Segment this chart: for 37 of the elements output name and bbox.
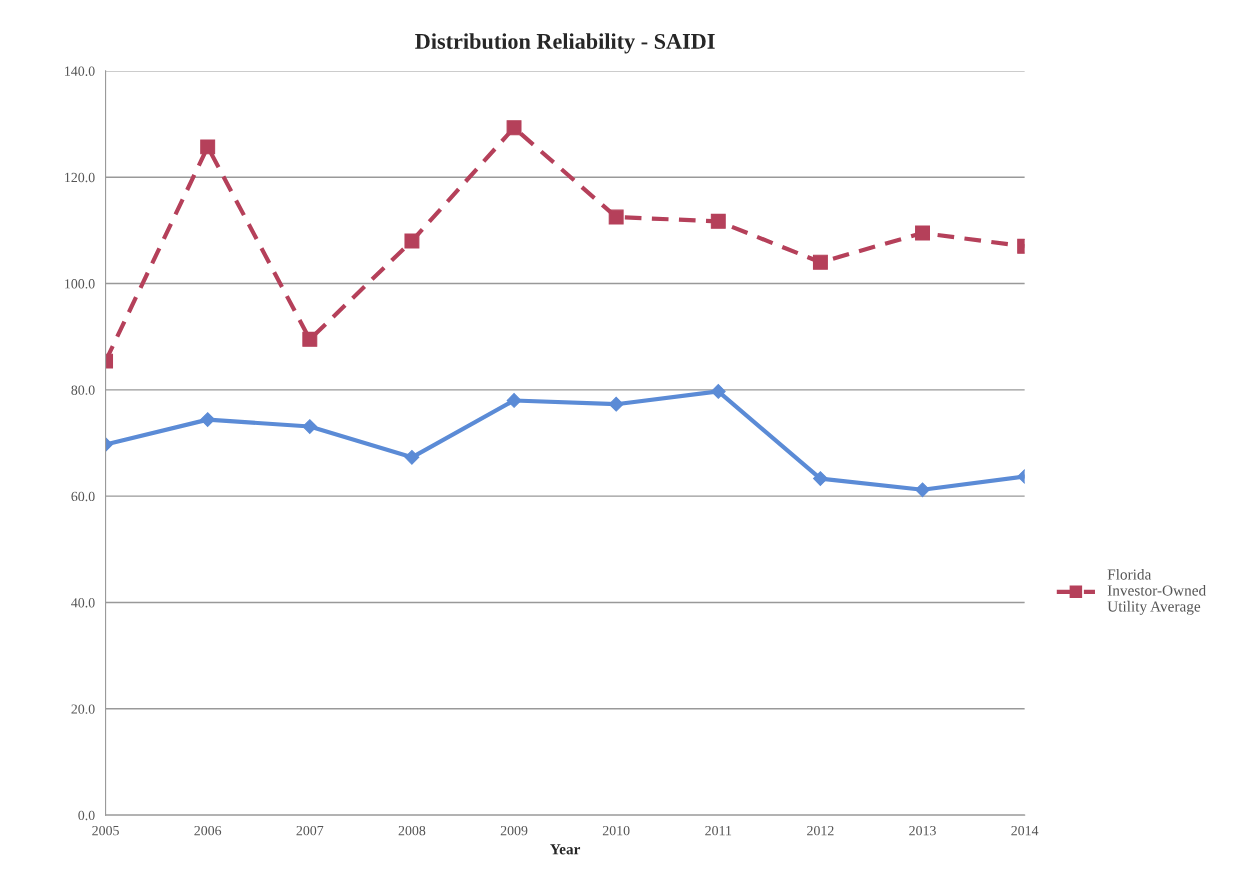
point [915, 482, 930, 498]
x-tick-label: 2005 [92, 825, 119, 836]
y-tick-label: 80.0 [71, 385, 95, 395]
x-tick-label: 2014 [1011, 825, 1039, 836]
y-tick-label: 0.0 [78, 810, 95, 821]
x-tick-label: 2013 [909, 825, 936, 836]
y-tick-label: 100.0 [65, 279, 95, 289]
y-tick-label: 60.0 [71, 491, 95, 502]
point [506, 120, 522, 136]
x-tick-label: 2010 [602, 825, 630, 836]
x-tick-label: 2012 [807, 825, 834, 836]
x-axis-title: Year [550, 844, 581, 855]
point [302, 331, 318, 347]
point [813, 471, 828, 487]
y-tick-label: 120.0 [65, 172, 95, 183]
point [710, 384, 726, 399]
point [608, 209, 624, 225]
point [404, 233, 420, 249]
point [404, 449, 420, 465]
point [608, 396, 624, 412]
legend-label: Florida Investor-Owned Utility Average [1107, 568, 1206, 615]
point [812, 254, 828, 270]
x-tick-label: 2009 [500, 825, 528, 836]
x-tick-label: 2011 [705, 825, 732, 836]
x-tick-label: 2008 [398, 825, 426, 836]
chart-title: Distribution Reliability - SAIDI [415, 33, 715, 54]
point [302, 419, 318, 434]
point [200, 412, 216, 427]
x-tick-label: 2006 [194, 825, 222, 836]
point [200, 139, 216, 155]
y-tick-label: 40.0 [71, 598, 95, 608]
y-tick-label: 140.0 [65, 66, 95, 76]
x-tick-label: 2007 [296, 825, 324, 836]
y-tick-label: 20.0 [71, 704, 95, 714]
point [915, 225, 930, 241]
point [710, 213, 726, 229]
point [506, 393, 522, 408]
